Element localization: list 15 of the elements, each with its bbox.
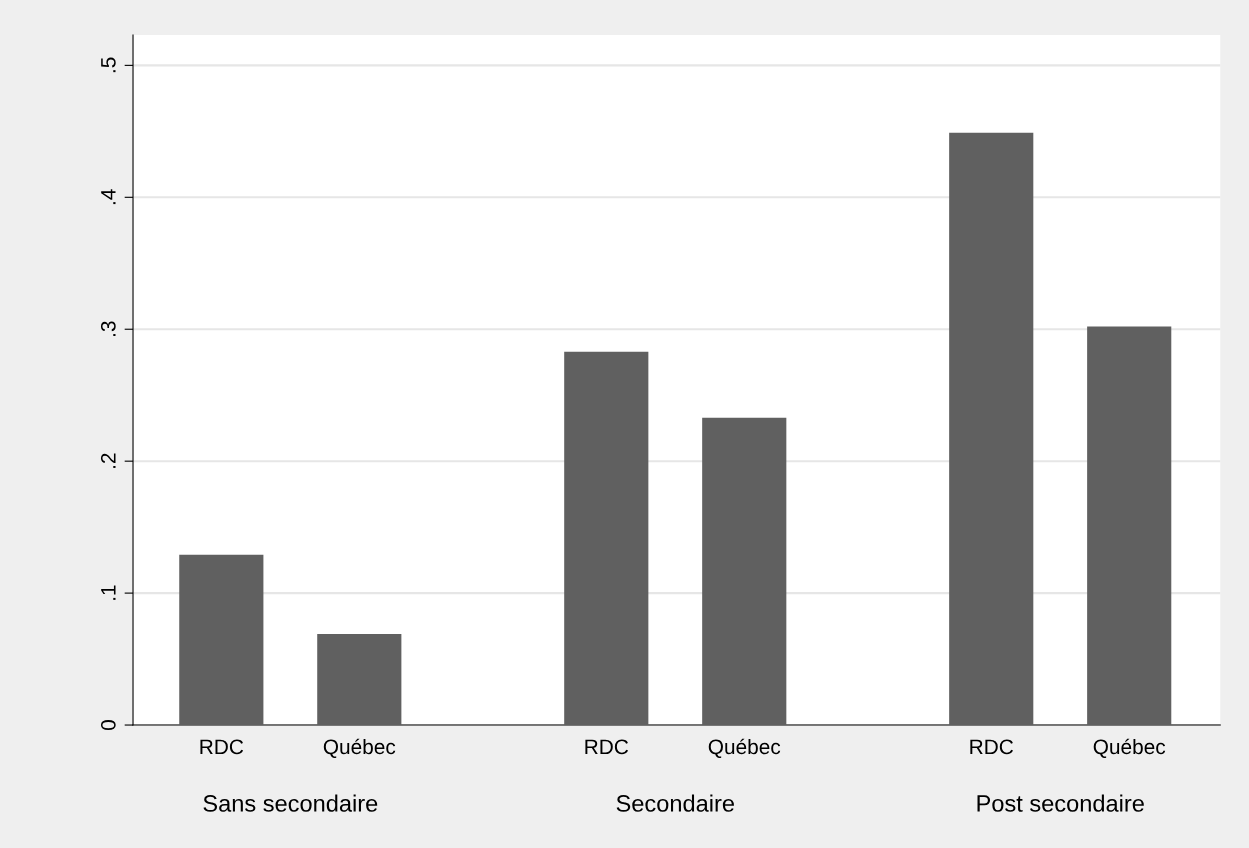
x-tick-label: RDC: [970, 739, 1014, 755]
x-tick-label: RDC: [585, 739, 629, 755]
x-tick-label: Québec: [1093, 738, 1166, 758]
text: Secondaire: [616, 794, 734, 812]
y-tick-label: .2: [100, 453, 116, 468]
x-tick-label: Québec: [708, 738, 781, 758]
y-tick-label: 0: [100, 720, 116, 731]
x-tick-label: Québec: [323, 738, 396, 758]
text: Sans secondaire: [203, 794, 378, 812]
y-tick-label: .1: [101, 585, 116, 600]
text: Post secondaire: [977, 794, 1144, 812]
y-tick-label: .4: [101, 189, 116, 205]
x-tick-label: RDC: [200, 739, 244, 755]
y-tick-label: .5: [101, 57, 116, 73]
y-tick-label: .3: [100, 321, 116, 337]
